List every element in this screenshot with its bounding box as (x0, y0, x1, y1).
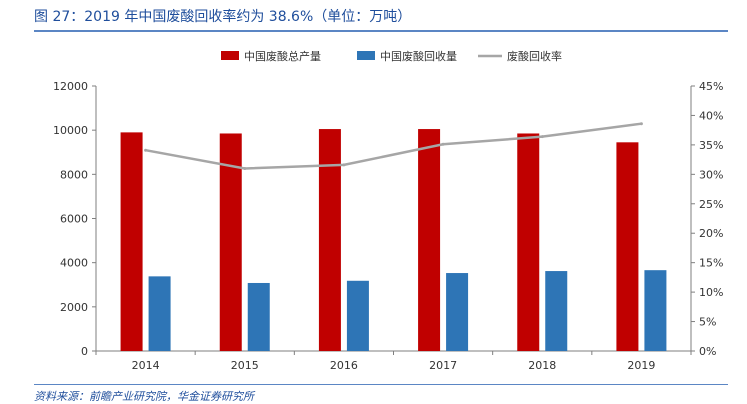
right-axis: 0% 5% 10% 15% 20% 25% 30% 35% 40% 45% (690, 80, 723, 358)
x-tick-label: 2018 (528, 359, 556, 372)
left-tick-label: 10000 (53, 124, 88, 137)
bar-recovery-volume (346, 280, 369, 351)
bar-recovery-volume (545, 271, 568, 351)
left-tick-label: 4000 (60, 257, 88, 270)
bar-total-production (219, 133, 242, 351)
legend-label: 中国废酸回收量 (380, 49, 457, 63)
x-tick-label: 2014 (132, 359, 160, 372)
combo-chart: 中国废酸总产量 中国废酸回收量 废酸回收率 0 2000 4000 6000 8000 100… (53, 49, 723, 372)
x-axis: 2014 2015 2016 2017 2018 2019 (95, 350, 692, 372)
recovery-rate-point (243, 166, 247, 170)
left-tick-label: 0 (81, 345, 88, 358)
bar-total-production (318, 129, 341, 351)
left-tick-label: 2000 (60, 301, 88, 314)
bar-total-production (120, 132, 143, 351)
right-tick-label: 5% (699, 316, 716, 329)
x-tick-label: 2017 (429, 359, 457, 372)
right-tick-label: 0% (699, 345, 716, 358)
legend-label: 中国废酸总产量 (244, 49, 321, 63)
left-axis: 0 2000 4000 6000 8000 10000 12000 (53, 80, 97, 358)
right-tick-label: 25% (699, 198, 723, 211)
recovery-rate-point (639, 122, 643, 126)
bar-recovery-volume (644, 270, 667, 351)
left-tick-label: 8000 (60, 168, 88, 181)
bar-recovery-volume (148, 276, 171, 351)
bar-total-production (418, 129, 441, 351)
title-divider (34, 30, 728, 32)
legend-swatch (357, 51, 375, 60)
bar-recovery-volume (446, 273, 469, 351)
bars (120, 129, 667, 351)
legend: 中国废酸总产量 中国废酸回收量 废酸回收率 (221, 49, 562, 63)
bar-total-production (616, 142, 639, 351)
right-tick-label: 30% (699, 168, 723, 181)
chart-title: 图 27：2019 年中国废酸回收率约为 38.6%（单位：万吨） (34, 9, 412, 25)
legend-swatch (221, 51, 239, 60)
footer-divider (34, 384, 728, 385)
recovery-rate-line (145, 122, 642, 170)
right-tick-label: 20% (699, 227, 723, 240)
right-tick-label: 45% (699, 80, 723, 93)
right-tick-label: 35% (699, 139, 723, 152)
recovery-rate-point (342, 163, 346, 167)
rate-line-layer (144, 122, 643, 170)
recovery-rate-point (144, 148, 148, 152)
left-tick-label: 6000 (60, 213, 88, 226)
bar-recovery-volume (247, 282, 270, 351)
recovery-rate-point (441, 142, 445, 146)
legend-label: 废酸回收率 (507, 49, 562, 63)
right-tick-label: 10% (699, 286, 723, 299)
x-tick-label: 2016 (330, 359, 358, 372)
left-tick-label: 12000 (53, 80, 88, 93)
recovery-rate-point (540, 135, 544, 139)
right-tick-label: 40% (699, 109, 723, 122)
source-note: 资料来源：前瞻产业研究院，华金证券研究所 (34, 390, 254, 403)
x-tick-label: 2015 (231, 359, 259, 372)
bar-total-production (517, 133, 540, 351)
x-tick-label: 2019 (627, 359, 655, 372)
right-tick-label: 15% (699, 257, 723, 270)
